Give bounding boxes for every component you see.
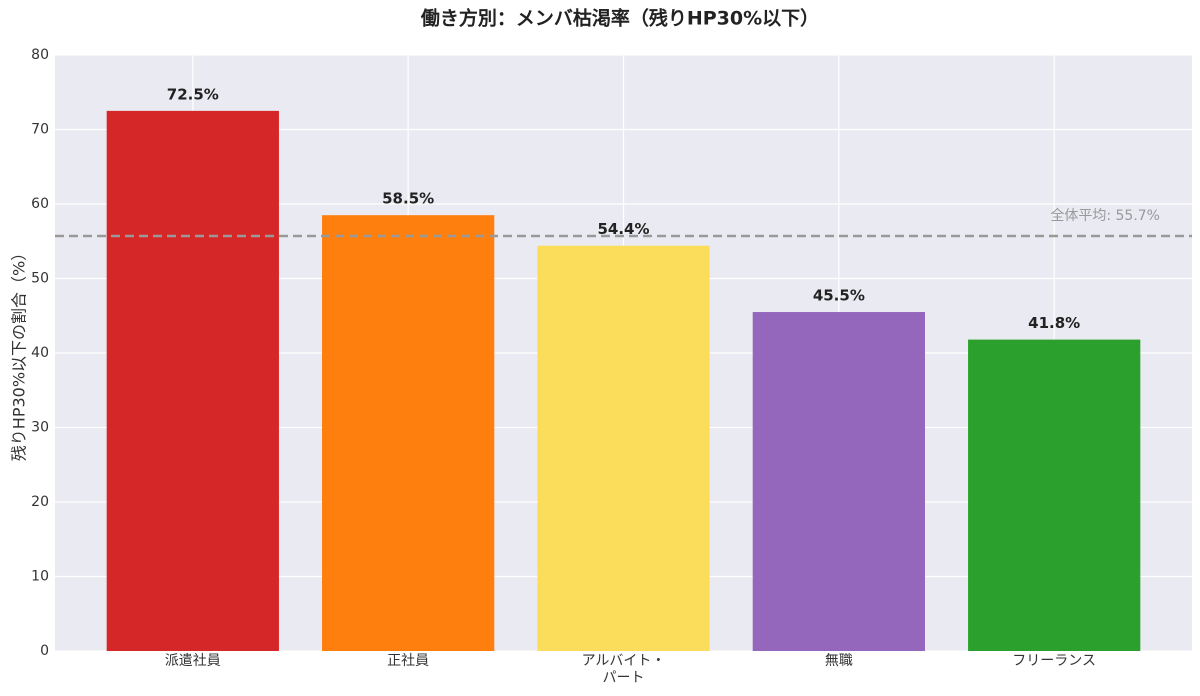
chart-title: 働き方別：メンバ枯渇率（残りHP30%以下） xyxy=(420,7,819,30)
value-label: 58.5% xyxy=(382,190,434,208)
value-label: 54.4% xyxy=(597,220,649,238)
x-tick-label: 無職 xyxy=(824,653,853,669)
y-axis-label: 残りHP30%以下の割合（%） xyxy=(10,245,29,461)
y-tick-label: 80 xyxy=(31,47,49,63)
value-label: 41.8% xyxy=(1028,314,1080,332)
x-tick-label: 派遣社員 xyxy=(164,653,221,669)
x-tick-label: アルバイト・ パート xyxy=(581,653,666,686)
bar xyxy=(322,215,495,652)
bar xyxy=(106,110,279,651)
y-tick-label: 60 xyxy=(31,196,49,212)
y-tick-label: 10 xyxy=(31,569,49,585)
value-label: 72.5% xyxy=(167,85,219,103)
average-label: 全体平均: 55.7% xyxy=(1050,207,1160,224)
x-tick-label: 正社員 xyxy=(387,653,430,669)
x-tick-label: フリーランス xyxy=(1012,653,1097,669)
y-tick-label: 20 xyxy=(31,494,49,510)
y-tick-label: 30 xyxy=(31,420,49,436)
y-tick-label: 70 xyxy=(31,122,49,138)
bar xyxy=(968,339,1141,651)
y-tick-label: 40 xyxy=(31,345,49,361)
y-tick-label: 50 xyxy=(31,271,49,287)
bar xyxy=(752,312,925,651)
value-label: 45.5% xyxy=(813,287,865,305)
bar xyxy=(537,245,710,651)
y-tick-label: 0 xyxy=(40,643,49,659)
